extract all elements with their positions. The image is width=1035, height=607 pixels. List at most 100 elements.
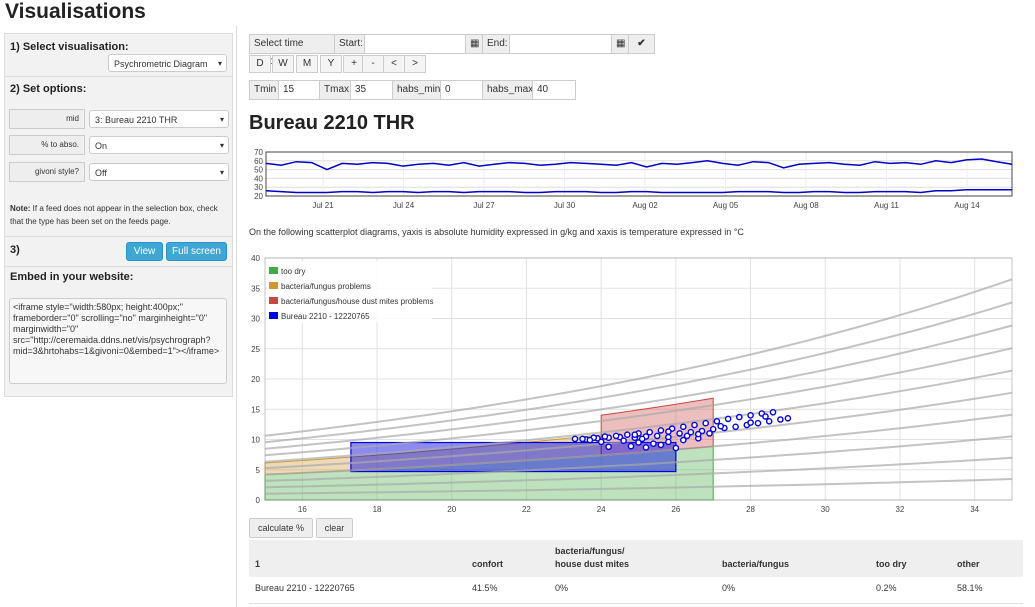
psy-y-tick-label: 10 xyxy=(251,436,260,445)
habs-min-label: habs_min xyxy=(392,80,441,100)
ts-y-tick-label: 60 xyxy=(254,157,263,166)
table-header-fungus: bacteria/fungus xyxy=(722,559,790,569)
data-point xyxy=(665,438,672,446)
psy-y-tick-label: 25 xyxy=(251,345,260,354)
psy-y-tick-label: 20 xyxy=(251,375,260,384)
range-button-day[interactable]: D xyxy=(249,55,271,73)
table-header-other: other xyxy=(957,559,980,569)
option-label: givoni style? xyxy=(9,162,85,182)
calendar-icon[interactable]: ▦ xyxy=(465,34,483,54)
psy-x-tick-label: 22 xyxy=(522,505,531,514)
range-button-year[interactable]: Y xyxy=(320,55,342,73)
start-input[interactable] xyxy=(364,34,466,54)
psy-x-tick-label: 32 xyxy=(895,505,904,514)
zoom-out-button[interactable]: - xyxy=(362,55,384,73)
legend-label: too dry xyxy=(281,267,305,276)
table-cell-mites: 0% xyxy=(555,583,569,593)
end-label: End: xyxy=(482,34,510,54)
psy-x-tick-label: 20 xyxy=(447,505,456,514)
data-point xyxy=(747,419,754,426)
legend-swatch xyxy=(269,297,278,304)
legend-swatch xyxy=(269,312,278,319)
divider xyxy=(5,76,232,77)
table-header-index: 1 xyxy=(255,559,261,569)
data-point xyxy=(687,428,695,436)
ts-series-line-0 xyxy=(265,158,1013,171)
fullscreen-button[interactable]: Full screen xyxy=(166,242,227,261)
end-input[interactable] xyxy=(509,34,612,54)
divider xyxy=(5,236,232,237)
visualisation-select[interactable]: Psychrometric Diagram ▾ xyxy=(108,54,227,72)
data-point xyxy=(638,435,646,443)
option-label: mid xyxy=(9,109,85,129)
data-point xyxy=(571,435,579,443)
section-set-options: 2) Set options: xyxy=(10,83,87,95)
abso-select-value: On xyxy=(95,141,108,151)
rh-curve xyxy=(264,456,1013,489)
page-title: Visualisations xyxy=(5,0,146,23)
option-row-givoni: givoni style? Off ▾ xyxy=(9,162,229,182)
data-point xyxy=(713,417,721,425)
option-label: % to abso. xyxy=(9,135,85,155)
rh-curve xyxy=(264,278,1013,437)
pan-left-button[interactable]: < xyxy=(383,55,405,73)
range-button-week[interactable]: W xyxy=(272,55,294,73)
psy-y-tick-label: 0 xyxy=(256,496,261,505)
data-point xyxy=(612,432,620,440)
psy-x-tick-label: 30 xyxy=(821,505,830,514)
psychrometric-chart[interactable]: 16 18 20 22 24 26 28 30 32 34 0 5 10 15 20 25 30 35 40 too … xyxy=(246,252,1026,518)
rh-curve xyxy=(264,435,1013,482)
time-window-label: Select time window xyxy=(249,34,335,67)
embed-code-textarea[interactable]: <iframe style="width:580px; height:400px… xyxy=(9,298,227,384)
data-point xyxy=(709,425,717,433)
data-point xyxy=(724,415,732,423)
psy-x-tick-label: 28 xyxy=(746,505,755,514)
habs-max-input[interactable]: 40 xyxy=(532,80,576,100)
psy-frame xyxy=(264,257,1013,501)
psy-x-tick-label: 34 xyxy=(970,505,979,514)
data-point xyxy=(627,442,635,450)
sidebar: 1) Select visualisation: Psychrometric D… xyxy=(4,33,233,397)
mid-select-value: 3: Bureau 2210 THR xyxy=(95,115,178,125)
abso-select[interactable]: On ▾ xyxy=(89,136,229,154)
ts-x-tick-label: Jul 24 xyxy=(393,201,415,210)
feed-note: Note: If a feed does not appear in the s… xyxy=(10,202,225,228)
givoni-select[interactable]: Off ▾ xyxy=(89,163,229,181)
range-button-month[interactable]: M xyxy=(296,55,318,73)
data-point xyxy=(653,432,661,440)
calendar-icon[interactable]: ▦ xyxy=(611,34,629,54)
tmax-input[interactable]: 35 xyxy=(350,80,393,100)
mid-select[interactable]: 3: Bureau 2210 THR ▾ xyxy=(89,110,229,128)
data-point xyxy=(620,437,627,444)
data-point xyxy=(694,430,702,438)
table-cell-feed: Bureau 2210 - 12220765 xyxy=(255,583,355,593)
legend-swatch xyxy=(269,267,278,274)
data-point xyxy=(732,423,739,431)
legend-label: bacteria/fungus problems xyxy=(281,282,371,291)
ts-y-tick-label: 20 xyxy=(254,192,263,201)
data-point xyxy=(702,419,710,427)
ts-x-tick-label: Aug 02 xyxy=(632,201,658,210)
tmin-input[interactable]: 15 xyxy=(278,80,320,100)
chart-description: On the following scatterplot diagrams, y… xyxy=(249,227,744,237)
view-button[interactable]: View xyxy=(126,242,163,261)
data-point xyxy=(642,444,650,451)
chevron-down-icon: ▾ xyxy=(219,115,224,124)
clear-button[interactable]: clear xyxy=(316,518,353,538)
ts-x-tick-label: Aug 11 xyxy=(874,201,899,210)
psy-y-tick-label: 30 xyxy=(251,315,260,324)
tmin-label: Tmin xyxy=(249,80,279,100)
psy-y-tick-label: 15 xyxy=(251,405,260,414)
calculate-button[interactable]: calculate % xyxy=(249,518,313,538)
option-row-abso: % to abso. On ▾ xyxy=(9,135,229,155)
chevron-down-icon: ▾ xyxy=(219,168,224,177)
checkmark-icon[interactable]: ✔ xyxy=(628,34,655,54)
habs-min-input[interactable]: 0 xyxy=(440,80,483,100)
psy-x-tick-label: 24 xyxy=(597,505,606,514)
habs-max-label: habs_max xyxy=(482,80,533,100)
pan-right-button[interactable]: > xyxy=(404,55,426,73)
data-point xyxy=(691,421,698,429)
section-3: 3) xyxy=(10,244,20,256)
legend-background xyxy=(267,261,432,323)
